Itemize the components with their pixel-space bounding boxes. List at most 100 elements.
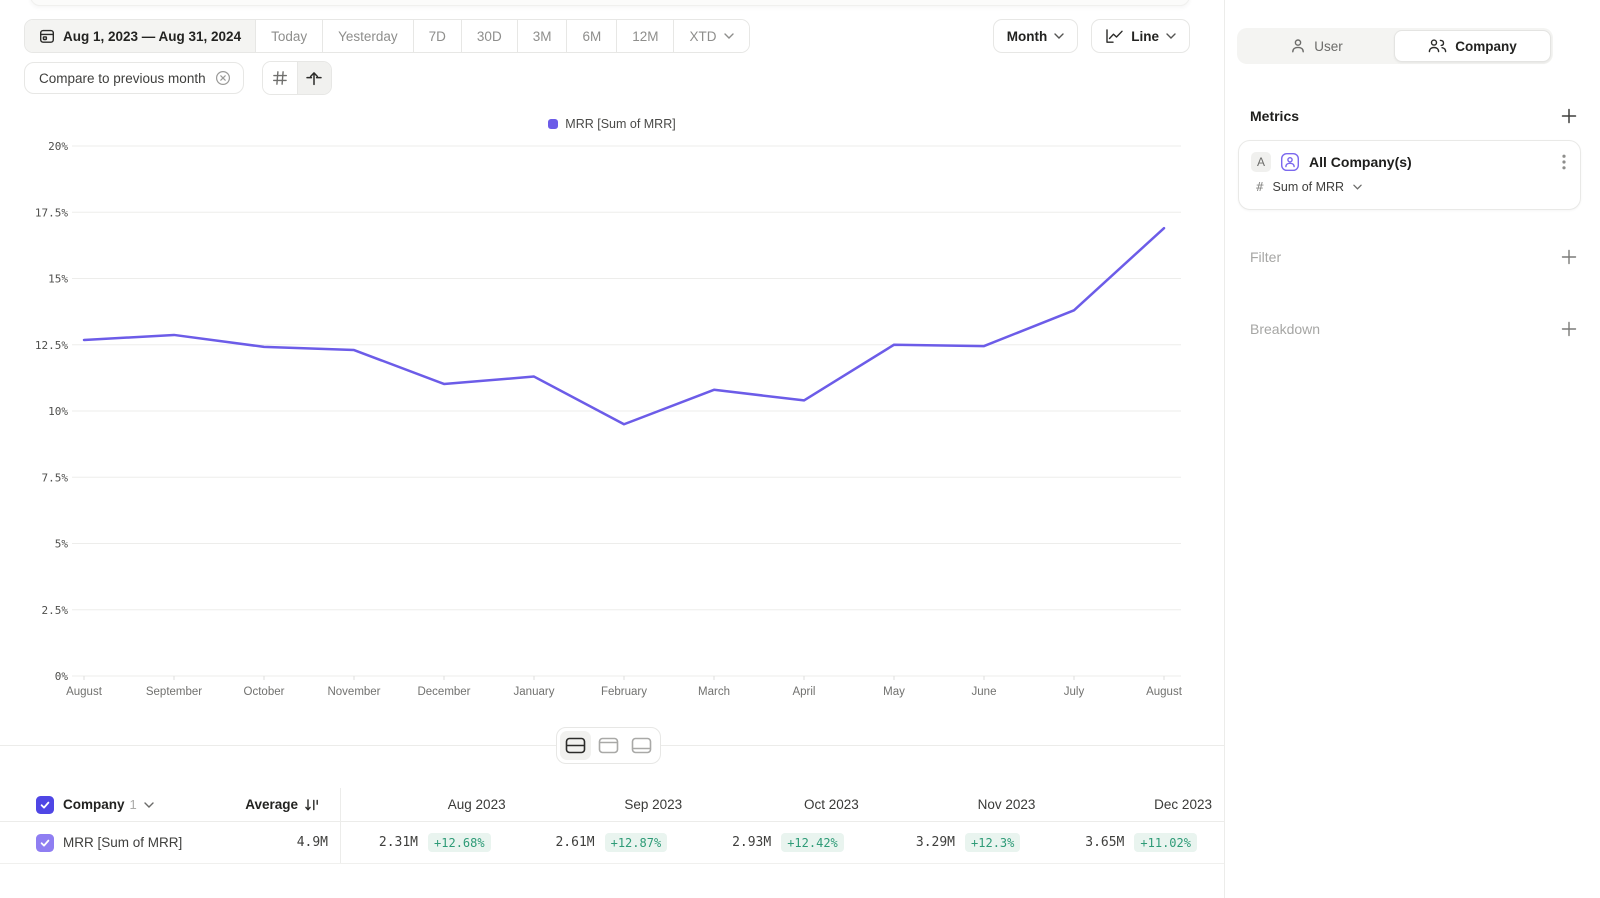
table-header-left: Company 1 Average — [0, 788, 341, 821]
metric-series-badge: A — [1251, 152, 1271, 172]
svg-text:15%: 15% — [48, 273, 68, 286]
toolbar: Aug 1, 2023 — Aug 31, 2024 Today Yesterda… — [24, 19, 751, 53]
chart-option-toggle-group — [261, 61, 332, 95]
aggregation-label[interactable]: Sum of MRR — [1272, 179, 1345, 194]
granularity-label: Month — [1006, 28, 1048, 44]
preset-xtd-button[interactable]: XTD — [673, 20, 750, 52]
month-column-headers: Aug 2023 Sep 2023 Oct 2023 Nov 2023 Dec 2023 — [341, 788, 1224, 821]
svg-text:10%: 10% — [48, 405, 68, 418]
filter-section: Filter — [1250, 246, 1580, 268]
panel-layout-toggle — [556, 727, 661, 764]
preset-7d-button[interactable]: 7D — [412, 20, 461, 52]
svg-text:November: November — [327, 686, 380, 698]
select-all-checkbox[interactable] — [36, 795, 54, 814]
grid-icon — [272, 70, 288, 86]
arrow-up-icon — [305, 69, 323, 87]
line-chart[interactable]: 0% 2.5% 5% 7.5% 10% 12.5% 15% 17.5% 20% August Sep… — [0, 130, 1224, 715]
svg-text:20%: 20% — [48, 140, 68, 153]
month-column-header[interactable]: Nov 2023 — [977, 797, 1036, 812]
xtd-label: XTD — [689, 28, 717, 44]
svg-text:12.5%: 12.5% — [35, 339, 68, 352]
cell-value: 2.31M — [378, 835, 419, 850]
add-filter-button[interactable] — [1558, 246, 1580, 268]
entity-selector-label[interactable]: Company — [63, 797, 125, 812]
chevron-down-icon — [1054, 33, 1064, 39]
line-chart-icon — [1105, 28, 1124, 44]
remove-compare-icon[interactable] — [215, 70, 231, 86]
date-range-button[interactable]: Aug 1, 2023 — Aug 31, 2024 — [25, 20, 256, 52]
layout-bottom-button[interactable] — [626, 731, 657, 760]
average-label: Average — [245, 797, 298, 812]
average-sort-header[interactable]: Average — [245, 797, 340, 812]
granularity-dropdown[interactable]: Month — [992, 19, 1079, 53]
svg-text:2.5%: 2.5% — [42, 604, 69, 617]
svg-text:September: September — [146, 686, 202, 698]
metric-card-row-2: # Sum of MRR — [1251, 179, 1568, 194]
preset-3m-button[interactable]: 3M — [516, 20, 567, 52]
date-range-label: Aug 1, 2023 — Aug 31, 2024 — [63, 28, 242, 44]
series-checkbox[interactable] — [36, 833, 54, 852]
preset-today-button[interactable]: Today — [255, 20, 323, 52]
grid-toggle-button[interactable] — [262, 62, 297, 94]
svg-text:December: December — [417, 686, 470, 698]
preset-6m-button[interactable]: 6M — [566, 20, 617, 52]
filter-heading: Filter — [1250, 249, 1282, 265]
month-column-header[interactable]: Aug 2023 — [447, 797, 506, 812]
metric-value-cell: 2.93M +12.42% — [694, 822, 871, 863]
chevron-down-icon[interactable] — [1353, 184, 1362, 190]
preset-yesterday-button[interactable]: Yesterday — [322, 20, 413, 52]
cumulative-toggle-button[interactable] — [296, 62, 331, 94]
add-breakdown-button[interactable] — [1558, 318, 1580, 340]
table-row: MRR [Sum of MRR] 4.9M 2.31M +12.68% 2.61M +… — [0, 822, 1224, 864]
svg-text:August: August — [1146, 686, 1183, 698]
preset-12m-button[interactable]: 12M — [616, 20, 674, 52]
table-row-left: MRR [Sum of MRR] 4.9M — [0, 822, 341, 863]
main-panel: Aug 1, 2023 — Aug 31, 2024 Today Yesterda… — [0, 0, 1224, 864]
toggle-company[interactable]: Company — [1394, 30, 1551, 62]
svg-text:5%: 5% — [55, 538, 69, 551]
company-icon — [1428, 38, 1447, 54]
layout-bottom-icon — [631, 737, 652, 754]
preset-30d-button[interactable]: 30D — [460, 20, 517, 52]
chart-type-label: Line — [1131, 28, 1159, 44]
compare-chip[interactable]: Compare to previous month — [24, 62, 244, 94]
chevron-down-icon[interactable] — [144, 801, 154, 808]
toggle-user[interactable]: User — [1239, 30, 1394, 62]
chart-type-dropdown[interactable]: Line — [1091, 19, 1190, 53]
layout-split-button[interactable] — [560, 731, 591, 760]
chevron-down-icon — [1166, 33, 1176, 39]
metric-menu-button[interactable] — [1560, 152, 1568, 172]
mrr-series-line — [82, 226, 1166, 426]
metric-card[interactable]: A All Company(s) # Sum of MRR — [1238, 140, 1581, 210]
metrics-header: Metrics — [1250, 105, 1580, 127]
svg-text:0%: 0% — [55, 670, 69, 683]
metric-card-row-1: A All Company(s) — [1251, 152, 1568, 172]
svg-text:October: October — [244, 686, 285, 698]
company-metric-icon — [1280, 152, 1300, 172]
cell-delta-badge: +11.02% — [1134, 833, 1197, 852]
date-range-segmented-control: Aug 1, 2023 — Aug 31, 2024 Today Yesterda… — [24, 19, 751, 53]
layout-split-icon — [565, 737, 586, 754]
month-column-header[interactable]: Sep 2023 — [624, 797, 683, 812]
svg-text:August: August — [66, 686, 103, 698]
config-sidebar: User Company Metrics A — [1224, 0, 1600, 898]
month-column-header[interactable]: Oct 2023 — [803, 797, 859, 812]
breakdown-section: Breakdown — [1250, 318, 1580, 340]
toggle-user-label: User — [1314, 38, 1343, 54]
cell-delta-badge: +12.68% — [428, 833, 491, 852]
number-type-icon: # — [1256, 179, 1264, 194]
add-metric-button[interactable] — [1558, 105, 1580, 127]
metrics-heading: Metrics — [1250, 108, 1300, 124]
toggle-company-label: Company — [1455, 38, 1517, 54]
entity-toggle: User Company — [1237, 28, 1553, 64]
cell-value: 2.61M — [555, 835, 595, 850]
month-value-cells: 2.31M +12.68% 2.61M +12.87% 2.93M +12.42% 3.29… — [341, 822, 1224, 863]
calendar-icon — [39, 28, 55, 44]
month-column-header[interactable]: Dec 2023 — [1154, 797, 1212, 812]
legend-swatch — [548, 119, 559, 129]
cell-delta-badge: +12.3% — [965, 833, 1021, 852]
cell-delta-badge: +12.87% — [604, 833, 668, 852]
series-label: MRR [Sum of MRR] — [63, 835, 183, 850]
layout-top-button[interactable] — [593, 731, 624, 760]
